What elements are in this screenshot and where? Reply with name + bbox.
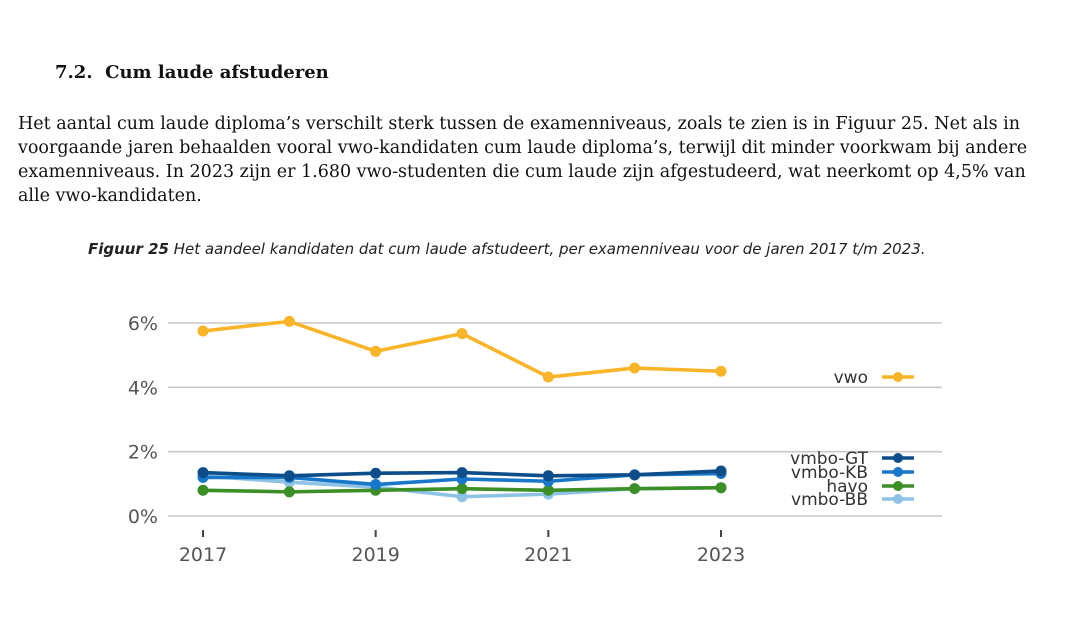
point-vmbo-BB-2020 [456,491,468,503]
point-havo-2022 [629,483,641,495]
x-tick-label: 2023 [697,544,745,566]
point-vwo-2017 [197,325,209,337]
point-vwo-2021 [542,371,554,383]
x-axis: 2017 2019 2021 2023 [179,530,745,566]
legend-label-vwo: vwo [834,368,868,388]
figure-caption-text: Het aandeel kandidaten dat cum laude afs… [173,240,926,258]
legend-swatch-point [893,481,903,491]
point-vmbo-GT-2019 [370,467,382,479]
figure-label: Figuur 25 [88,240,169,258]
point-vmbo-GT-2021 [542,470,554,482]
y-tick-label: 4% [128,377,158,399]
legend-swatch-point [893,372,903,382]
y-axis-labels: 0% 2% 4% 6% [128,313,158,528]
section-number: 7.2. [55,62,93,83]
point-vmbo-GT-2020 [456,467,468,479]
point-vmbo-GT-2022 [629,469,641,481]
series-havo [197,482,727,498]
y-tick-label: 0% [128,506,158,528]
legend-item-vmbo-GT: vmbo-GT [790,449,914,469]
point-vwo-2019 [370,345,382,357]
legend-label-vmbo-BB: vmbo-BB [791,490,868,510]
section-heading: 7.2. Cum laude afstuderen [55,62,329,83]
y-tick-label: 2% [128,442,158,464]
figure-caption: Figuur 25 Het aandeel kandidaten dat cum… [88,240,1048,258]
y-tick-label: 6% [128,313,158,335]
legend-label-havo: havo [826,477,868,497]
series-vmbo-GT [197,465,727,482]
legend-label-vmbo-KB: vmbo-KB [791,463,868,483]
legend-item-havo: havo [826,477,914,497]
point-vwo-2018 [283,315,295,327]
point-havo-2021 [542,484,554,496]
x-tick-label: 2017 [179,544,227,566]
point-havo-2018 [283,486,295,498]
legend-item-vmbo-KB: vmbo-KB [791,463,914,483]
body-paragraph: Het aantal cum laude diploma’s verschilt… [18,114,1028,206]
legend-swatch-point [893,467,903,477]
legend-swatch-point [893,453,903,463]
legend-item-vwo: vwo [834,368,914,388]
series-vwo [197,315,727,383]
point-vmbo-GT-2017 [197,467,209,479]
x-tick-label: 2019 [351,544,399,566]
point-havo-2017 [197,484,209,496]
legend-swatch-point [893,494,903,504]
point-havo-2023 [715,482,727,494]
legend-item-vmbo-BB: vmbo-BB [791,490,914,510]
section-title: Cum laude afstuderen [105,62,329,83]
legend-label-vmbo-GT: vmbo-GT [790,449,868,469]
point-vwo-2023 [715,365,727,377]
point-vmbo-GT-2023 [715,465,727,477]
x-tick-label: 2021 [524,544,572,566]
series-lines [197,315,727,503]
point-vmbo-GT-2018 [283,470,295,482]
point-vwo-2020 [456,328,468,340]
point-vwo-2022 [629,362,641,374]
point-havo-2020 [456,483,468,495]
point-vmbo-KB-2019 [370,478,382,490]
